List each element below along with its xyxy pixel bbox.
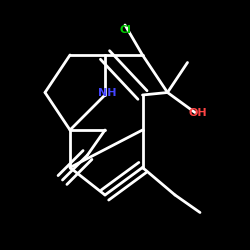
Text: OH: OH [188,108,207,118]
Text: Cl: Cl [119,25,131,35]
Text: NH: NH [98,88,117,98]
